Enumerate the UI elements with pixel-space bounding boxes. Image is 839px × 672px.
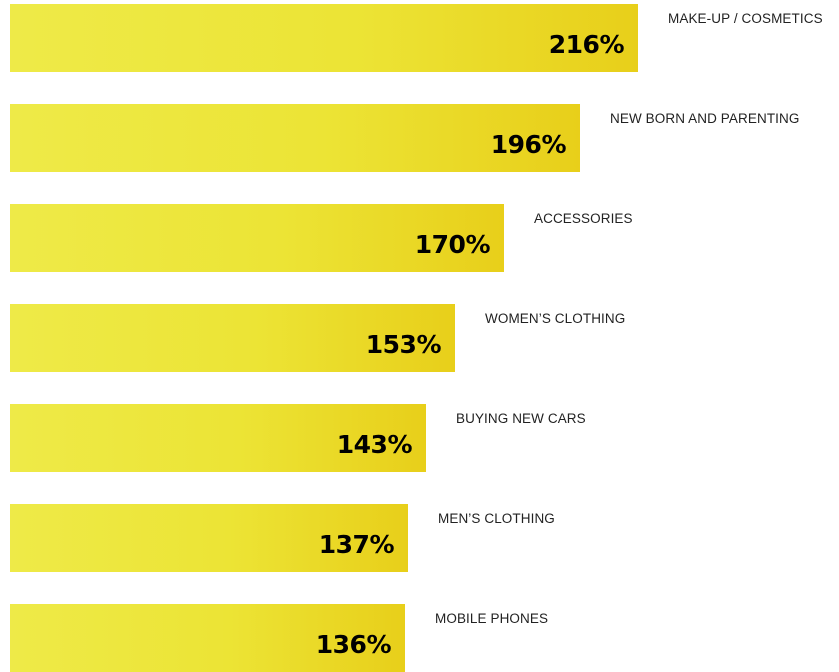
bar-value-label: 143% [336,430,413,459]
category-label: MOBILE PHONES [435,611,549,626]
bar-value-label: 196% [490,130,567,159]
category-label: WOMEN’S CLOTHING [485,311,626,326]
bar [10,104,580,172]
category-label: NEW BORN AND PARENTING [610,111,800,126]
bar [10,304,455,372]
bar [10,204,504,272]
category-label: MAKE-UP / COSMETICS [668,11,823,26]
bar-value-label: 153% [365,330,442,359]
category-label: ACCESSORIES [534,211,633,226]
bar [10,4,638,72]
category-label: BUYING NEW CARS [456,411,586,426]
bar-value-label: 137% [318,530,395,559]
bar-value-label: 170% [414,230,491,259]
bar [10,404,426,472]
bar [10,504,408,572]
bar-value-label: 216% [548,30,625,59]
bar-value-label: 136% [315,630,392,659]
bar [10,604,405,672]
category-label: MEN’S CLOTHING [438,511,555,526]
